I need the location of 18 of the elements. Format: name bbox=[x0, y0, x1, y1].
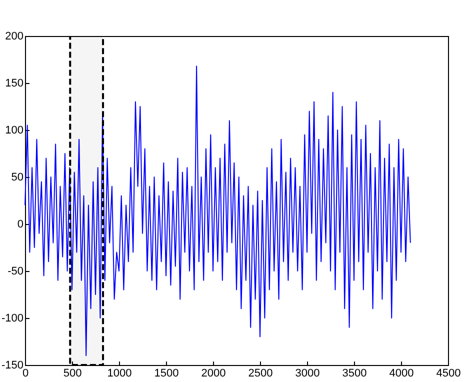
y-tick-label: 100 bbox=[5, 124, 24, 136]
y-tick-label: 0 bbox=[17, 218, 24, 230]
x-tick-label: 4500 bbox=[436, 368, 461, 380]
y-tick-label: -100 bbox=[1, 312, 24, 324]
x-tick-label: 2000 bbox=[201, 368, 226, 380]
y-tick-label: 150 bbox=[5, 78, 24, 90]
y-tick-label: 200 bbox=[5, 30, 24, 42]
y-tick-label: -50 bbox=[8, 266, 24, 278]
x-tick-label: 1000 bbox=[107, 368, 132, 380]
y-tick-label: 50 bbox=[11, 172, 24, 184]
x-tick-label: 3500 bbox=[342, 368, 367, 380]
y-tick-label: -150 bbox=[1, 360, 24, 372]
x-tick-label: 500 bbox=[63, 368, 82, 380]
x-tick-label: 1500 bbox=[154, 368, 179, 380]
x-tick-label: 4000 bbox=[389, 368, 414, 380]
x-tick-label: 3000 bbox=[295, 368, 320, 380]
line-series bbox=[24, 66, 411, 356]
x-tick-label: 2500 bbox=[248, 368, 273, 380]
